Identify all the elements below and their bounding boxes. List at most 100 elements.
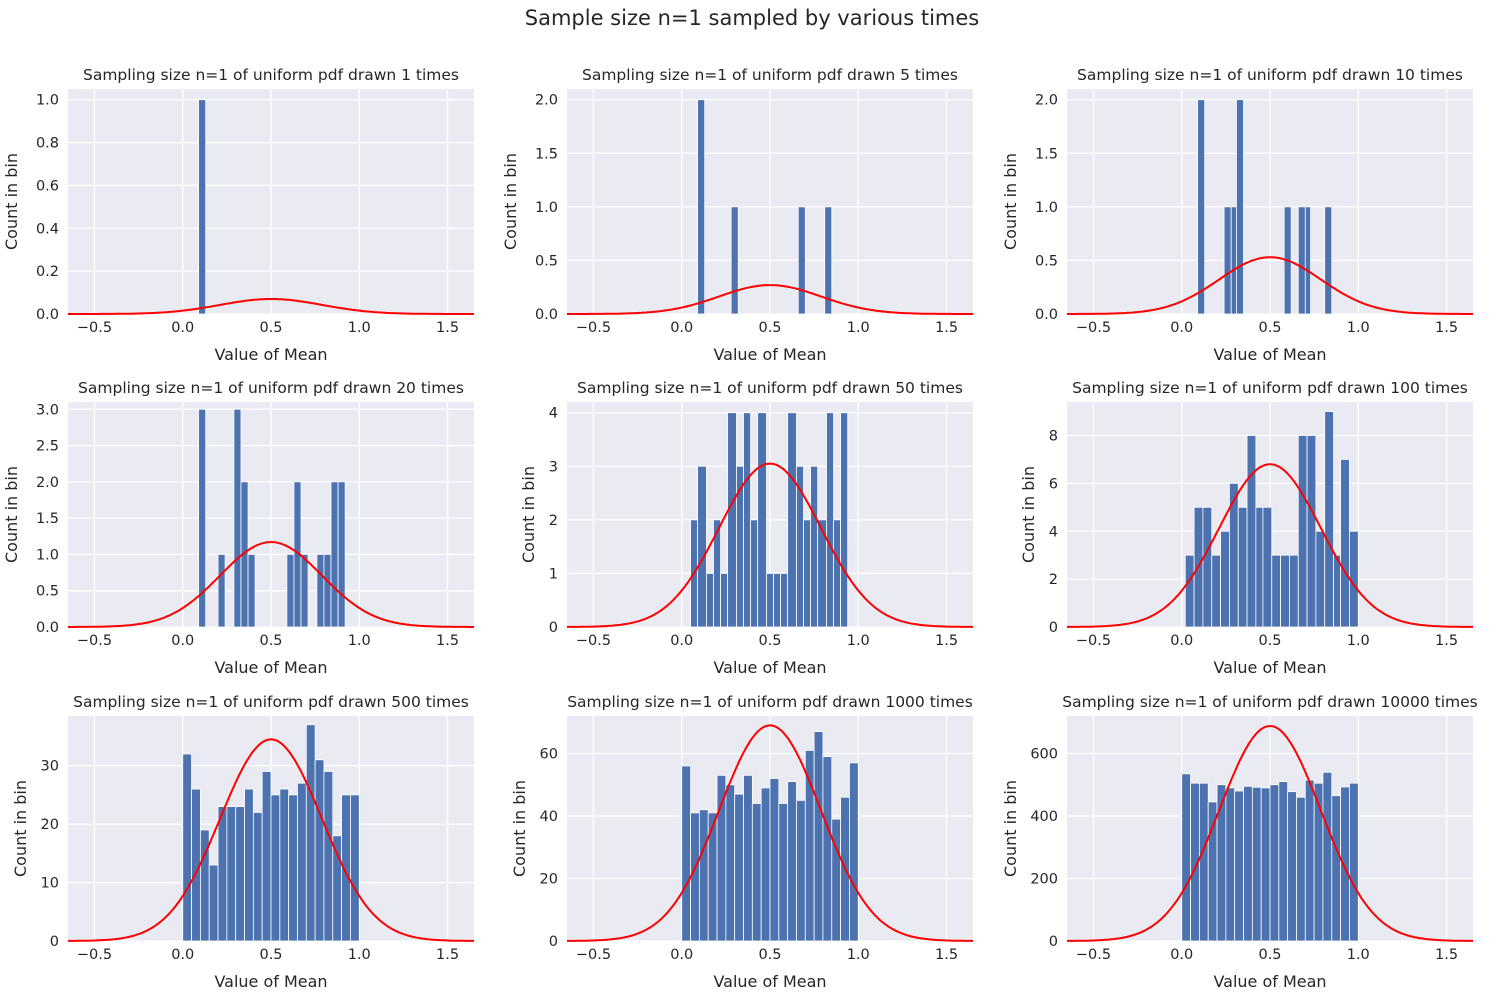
histogram-bar	[305, 724, 316, 942]
histogram-bar	[757, 412, 767, 628]
histogram-bar	[803, 519, 811, 628]
x-tick-label: −0.5	[576, 947, 611, 963]
histogram-bar	[1340, 786, 1350, 942]
normal-curve	[68, 298, 474, 315]
x-tick-label: 1.5	[436, 320, 459, 336]
histogram-bar	[1340, 459, 1350, 628]
histogram-bar	[1202, 506, 1213, 628]
histogram-bar	[1243, 785, 1253, 942]
histogram-bar	[797, 206, 806, 315]
x-tick-label: 1.5	[1435, 320, 1458, 336]
histogram-bar	[1296, 796, 1306, 942]
x-tick-label: −0.5	[77, 320, 112, 336]
histogram-bar	[1349, 782, 1359, 942]
y-axis-label: Count in bin	[1001, 780, 1020, 877]
y-tick-label: 0	[50, 934, 59, 950]
histogram-bar	[1324, 206, 1333, 315]
y-tick-label: 1.5	[1035, 146, 1058, 162]
subplot-title: Sampling size n=1 of uniform pdf drawn 1…	[567, 693, 973, 711]
subplot-title: Sampling size n=1 of uniform pdf drawn 1…	[1062, 693, 1477, 711]
y-tick-label: 2.0	[1035, 93, 1058, 109]
histogram-bar	[244, 788, 254, 942]
x-tick-label: 0.0	[171, 320, 194, 336]
histogram-bar	[1306, 435, 1317, 628]
x-tick-label: 1.5	[935, 633, 958, 649]
subplot-9: −0.5 0.0 0.5 1.0 1.5 0 200 400 600 Sampling size …	[1001, 693, 1478, 991]
x-tick-label: 1.0	[1347, 320, 1370, 336]
figure-suptitle: Sample size n=1 sampled by various times	[524, 6, 980, 30]
histogram-bar	[849, 762, 859, 942]
histogram-bar	[1184, 554, 1195, 628]
y-tick-label: 2	[549, 513, 558, 529]
subplot-7: −0.5 0.0 0.5 1.0 1.5 0 10 20 30 Sampling size n=1…	[11, 693, 474, 991]
y-tick-label: 6	[1049, 476, 1058, 492]
y-tick-label: 0	[549, 934, 558, 950]
subplot-1: −0.5 0.0 0.5 1.0 1.5 0.0 0.2 0.4 0.6 0.8 1.0 Sampli…	[2, 66, 474, 364]
subplot-title: Sampling size n=1 of uniform pdf drawn 5…	[577, 379, 963, 397]
normal-curve	[1067, 256, 1473, 315]
y-tick-label: 0.0	[535, 307, 558, 323]
x-tick-label: 1.5	[1435, 633, 1458, 649]
x-tick-label: 0.5	[1258, 947, 1281, 963]
y-tick-label: 2.0	[36, 475, 59, 491]
x-tick-label: −0.5	[1076, 947, 1111, 963]
y-tick-label: 2.5	[36, 439, 59, 455]
x-tick-label: 1.0	[1347, 947, 1370, 963]
histogram-bar	[1271, 554, 1281, 628]
histogram-bar	[1289, 554, 1299, 628]
x-tick-label: 1.5	[436, 947, 459, 963]
x-tick-label: 0.5	[758, 633, 781, 649]
histogram-bar	[297, 782, 307, 942]
subplot-title: Sampling size n=1 of uniform pdf drawn 5…	[73, 693, 469, 711]
y-tick-label: 1.5	[535, 146, 558, 162]
x-tick-label: 0.0	[670, 947, 693, 963]
histogram-bar	[706, 573, 714, 628]
histogram-bar	[314, 759, 325, 942]
y-axis-label: Count in bin	[1019, 466, 1038, 563]
x-tick-label: 1.5	[935, 320, 958, 336]
histogram-bar	[1255, 506, 1264, 628]
x-tick-label: 1.5	[935, 947, 958, 963]
y-tick-label: 1.0	[1035, 200, 1058, 216]
subplot-3: −0.5 0.0 0.5 1.0 1.5 0.0 0.5 1.0 1.5 2.0 Sampling …	[1001, 66, 1473, 364]
subplot-title: Sampling size n=1 of uniform pdf drawn 1…	[83, 66, 459, 84]
histogram-bar	[778, 803, 789, 942]
normal-curve	[567, 724, 973, 942]
histogram-bar	[1234, 790, 1244, 942]
histogram-bar	[1297, 206, 1306, 315]
x-tick-label: 0.5	[1258, 633, 1281, 649]
histogram-bar	[1333, 554, 1342, 628]
subplot-title: Sampling size n=1 of uniform pdf drawn 5…	[582, 66, 958, 84]
x-tick-label: 0.5	[259, 320, 282, 336]
normal-curve	[567, 462, 973, 628]
normal-curve	[1067, 724, 1473, 942]
x-tick-label: −0.5	[576, 633, 611, 649]
histogram-bar	[750, 519, 759, 628]
histogram-bar	[198, 408, 207, 628]
histogram-bar	[743, 412, 751, 628]
y-tick-label: 0.5	[36, 584, 59, 600]
y-tick-label: 0.5	[535, 253, 558, 269]
histogram-bar	[1287, 791, 1297, 942]
histogram-bar	[270, 794, 281, 942]
x-tick-label: 0.0	[670, 320, 693, 336]
histogram-bar	[725, 784, 736, 942]
normal-curve	[1067, 463, 1473, 628]
y-tick-label: 200	[1030, 872, 1058, 888]
subplot-6: −0.5 0.0 0.5 1.0 1.5 0 2 4 6 8 Sampling size n=1 o…	[1019, 379, 1473, 677]
x-axis-label: Value of Mean	[1213, 345, 1326, 364]
x-tick-label: 0.5	[259, 633, 282, 649]
histogram-bar	[769, 778, 780, 942]
x-tick-label: −0.5	[77, 633, 112, 649]
histogram-bar	[198, 99, 207, 315]
histogram-bar	[697, 99, 706, 315]
histogram-bar	[182, 753, 192, 942]
x-axis-label: Value of Mean	[214, 658, 327, 677]
histogram-bar	[226, 806, 237, 942]
histogram-bar	[235, 806, 245, 942]
histogram-bar	[734, 793, 744, 942]
histogram-bar	[787, 781, 797, 942]
histogram-bar	[840, 412, 849, 628]
histogram-bar	[252, 812, 263, 942]
x-tick-label: 0.0	[1170, 320, 1193, 336]
